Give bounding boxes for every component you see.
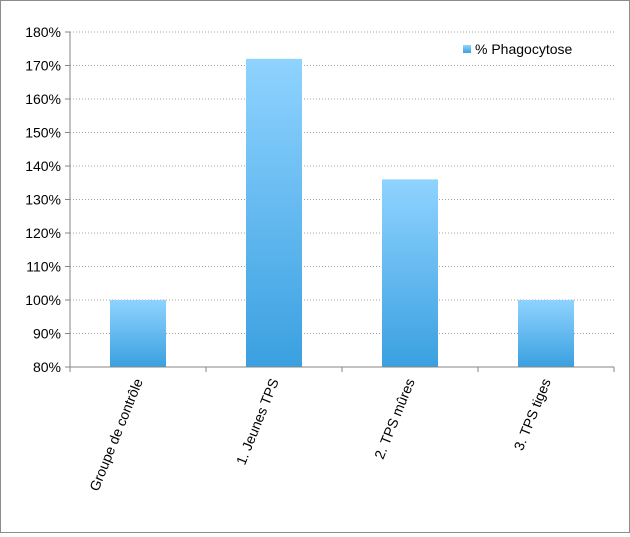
y-tick-label: 170% [25, 58, 61, 74]
y-tick-label: 150% [25, 125, 61, 141]
axes [65, 31, 615, 372]
legend: % Phagocytose [463, 41, 572, 57]
bar [246, 58, 302, 368]
y-tick-label: 130% [25, 192, 61, 208]
x-tick-labels: Groupe de contrôle 1. Jeunes TPS 2. TPS mû… [86, 376, 554, 493]
bar [382, 179, 438, 367]
y-tick-label: 100% [25, 292, 61, 308]
y-tick-label: 90% [33, 326, 61, 342]
bar [518, 300, 574, 367]
legend-swatch [463, 45, 471, 53]
y-tick-label: 120% [25, 225, 61, 241]
gridlines [70, 31, 614, 334]
bar [110, 300, 166, 367]
y-tick-label: 110% [26, 259, 61, 275]
x-tick-label: Groupe de contrôle [86, 376, 146, 493]
x-tick-label: 2. TPS mûres [371, 376, 418, 461]
x-tick-label: 3. TPS tiges [510, 376, 553, 452]
bars [110, 58, 574, 368]
y-tick-label: 80% [33, 359, 61, 375]
y-tick-label: 160% [25, 91, 61, 107]
legend-label: % Phagocytose [475, 41, 572, 57]
y-tick-label: 140% [25, 158, 61, 174]
y-tick-labels: 80% 90% 100% 110% 120% 130% 140% 150% 160% 170% 18… [25, 24, 61, 375]
y-tick-label: 180% [25, 24, 61, 40]
x-tick-label: 1. Jeunes TPS [233, 376, 282, 467]
